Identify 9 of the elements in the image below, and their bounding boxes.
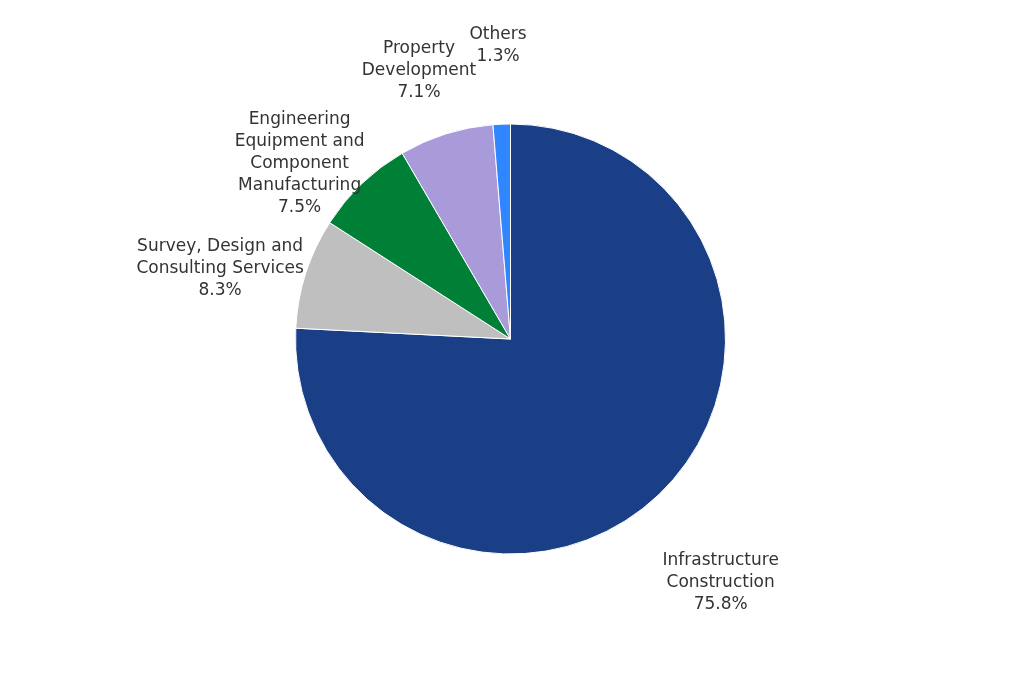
- slice-label: Survey, Design and Consulting Services: [136, 234, 304, 277]
- data-label: 75.8%: [693, 593, 748, 614]
- data-label: 8.3%: [198, 278, 242, 299]
- data-label: 7.5%: [278, 195, 322, 216]
- data-label: 1.3%: [476, 45, 520, 66]
- data-label: 7.1%: [397, 81, 441, 102]
- slice-label: Infrastructure Construction: [662, 549, 779, 592]
- slice-label: Others: [469, 23, 527, 44]
- slice-label: Engineering Equipment and Component Manufacturing: [234, 107, 365, 194]
